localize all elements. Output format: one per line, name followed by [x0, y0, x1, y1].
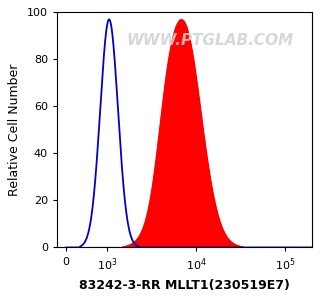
- Y-axis label: Relative Cell Number: Relative Cell Number: [8, 64, 21, 196]
- Text: WWW.PTGLAB.COM: WWW.PTGLAB.COM: [126, 33, 293, 48]
- X-axis label: 83242-3-RR MLLT1(230519E7): 83242-3-RR MLLT1(230519E7): [79, 279, 290, 292]
